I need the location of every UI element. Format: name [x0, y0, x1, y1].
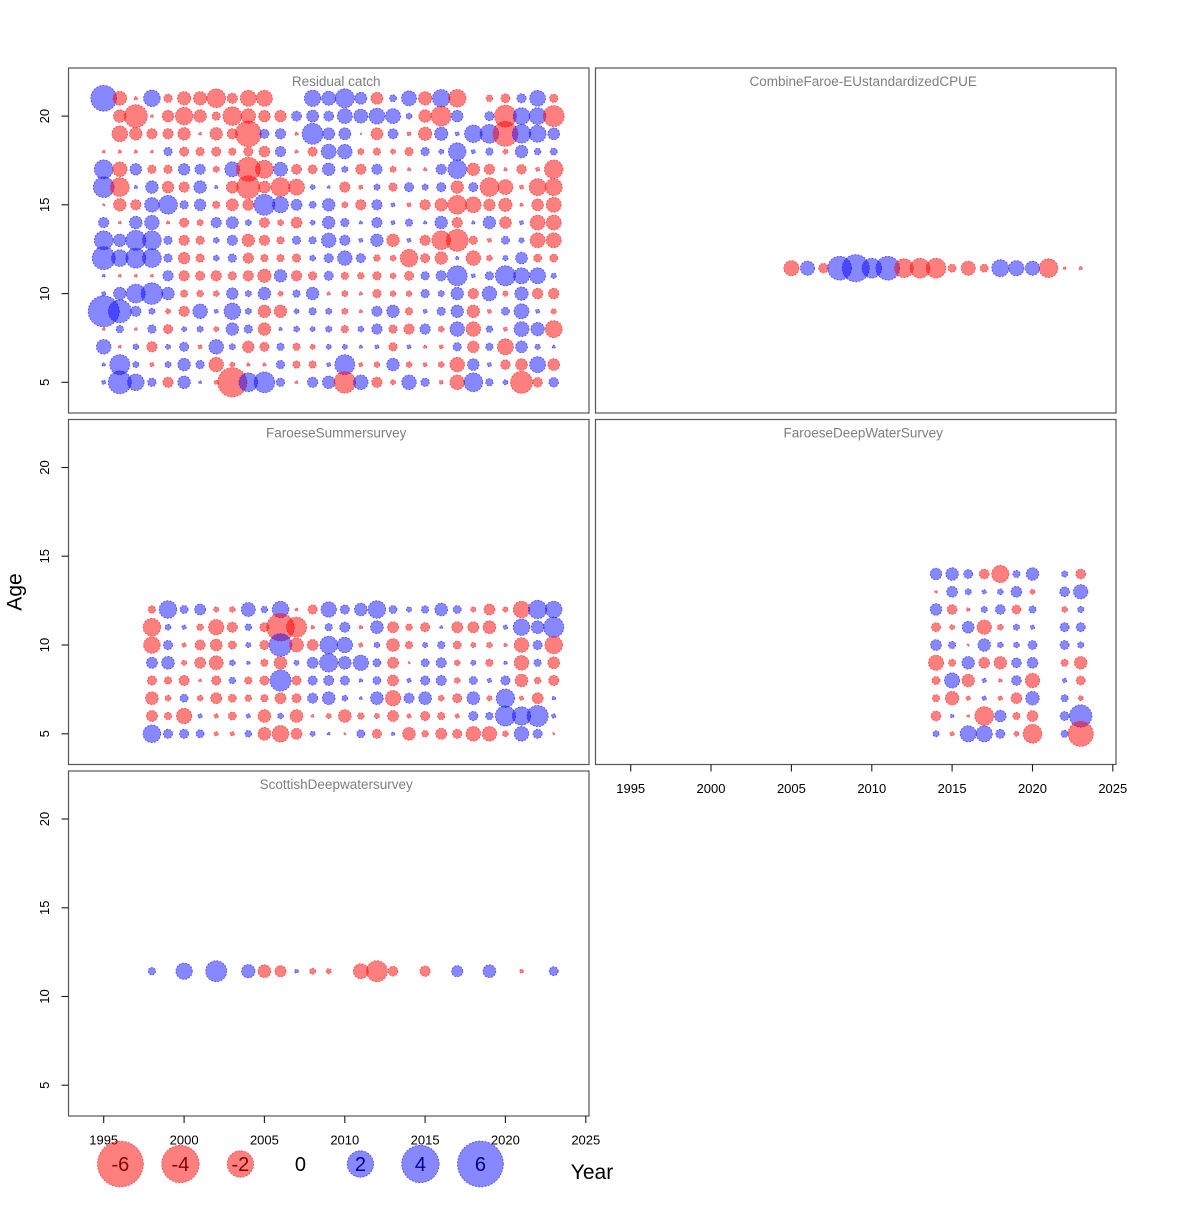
svg-text:2025: 2025: [1098, 781, 1127, 796]
svg-text:2005: 2005: [777, 781, 806, 796]
svg-text:2020: 2020: [491, 1133, 520, 1148]
svg-text:FaroeseSummersurvey: FaroeseSummersurvey: [266, 426, 407, 441]
svg-text:2015: 2015: [938, 781, 967, 796]
svg-text:10: 10: [37, 286, 52, 300]
svg-text:2010: 2010: [330, 1133, 359, 1148]
svg-text:4: 4: [415, 1154, 426, 1176]
svg-text:Year: Year: [571, 1161, 613, 1184]
svg-text:2000: 2000: [697, 781, 726, 796]
svg-text:20: 20: [37, 460, 52, 474]
svg-text:15: 15: [37, 198, 52, 212]
svg-text:Residual catch: Residual catch: [292, 74, 381, 89]
svg-text:2020: 2020: [1018, 781, 1047, 796]
svg-text:2025: 2025: [571, 1133, 600, 1148]
svg-text:20: 20: [37, 812, 52, 826]
svg-text:5: 5: [37, 730, 52, 737]
svg-text:2010: 2010: [857, 781, 886, 796]
svg-text:FaroeseDeepWaterSurvey: FaroeseDeepWaterSurvey: [784, 426, 944, 441]
svg-text:-2: -2: [232, 1154, 250, 1176]
svg-text:0: 0: [295, 1154, 306, 1176]
svg-text:-6: -6: [112, 1154, 130, 1176]
svg-text:Age: Age: [4, 573, 27, 610]
svg-text:CombineFaroe-EUstandardizedCPU: CombineFaroe-EUstandardizedCPUE: [750, 74, 977, 89]
svg-text:20: 20: [37, 109, 52, 123]
svg-text:15: 15: [37, 901, 52, 915]
svg-text:5: 5: [37, 1082, 52, 1089]
svg-text:6: 6: [475, 1154, 486, 1176]
svg-text:1995: 1995: [616, 781, 645, 796]
svg-text:15: 15: [37, 549, 52, 563]
svg-text:5: 5: [37, 379, 52, 386]
svg-text:2015: 2015: [411, 1133, 440, 1148]
svg-text:2005: 2005: [250, 1133, 279, 1148]
svg-text:10: 10: [37, 989, 52, 1003]
svg-text:-4: -4: [172, 1154, 190, 1176]
svg-text:ScottishDeepwatersurvey: ScottishDeepwatersurvey: [260, 777, 413, 792]
svg-text:2: 2: [355, 1154, 366, 1176]
svg-text:2000: 2000: [170, 1133, 199, 1148]
svg-text:10: 10: [37, 638, 52, 652]
